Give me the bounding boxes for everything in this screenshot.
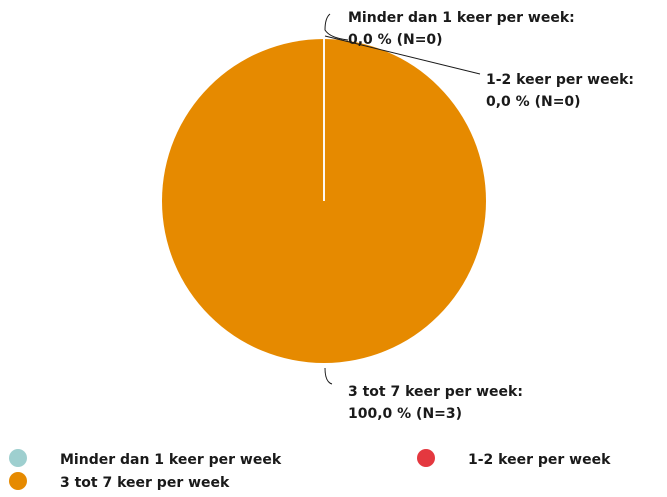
leader-line [324,13,349,41]
leader-line [324,35,481,75]
legend-label: 1-2 keer per week [468,452,611,468]
legend-label: 3 tot 7 keer per week [60,475,230,491]
legend-swatch [417,449,435,467]
data-label: 100,0 % (N=3) [348,406,462,422]
callout-title: 1-2 keer per week: [486,72,634,88]
callout-title: 3 tot 7 keer per week: [348,384,523,400]
legend-swatch [9,449,27,467]
data-label: 0,0 % (N=0) [348,32,443,48]
data-label: 0,0 % (N=0) [486,94,581,110]
callout-title: Minder dan 1 keer per week: [348,10,575,26]
legend-label: Minder dan 1 keer per week [60,452,282,468]
legend-swatch [9,472,27,490]
leader-line [324,367,333,385]
